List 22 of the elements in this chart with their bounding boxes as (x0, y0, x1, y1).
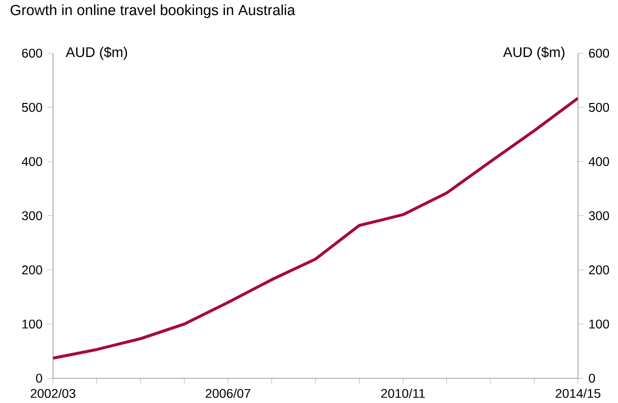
y2-tick-label: 100 (589, 319, 610, 328)
y2-tick-label: 400 (588, 156, 610, 166)
y-tick-label: 400 (22, 156, 42, 166)
x-tick-label: 2002/03 (30, 388, 76, 398)
y-tick-label: 200 (22, 265, 42, 274)
y2-tick-label: 0 (588, 374, 595, 383)
line-series (53, 96, 578, 360)
y-tick-label: 0 (36, 374, 42, 383)
x-tick-label: 2006/07 (206, 388, 250, 398)
y-tick-label: 500 (22, 102, 42, 112)
y-tick-label: 600 (22, 48, 42, 58)
y2-tick-label: 600 (589, 48, 610, 58)
chart-title: Growth in online travel bookings in Australia (10, 4, 296, 18)
y-tick-label: 100 (22, 319, 42, 328)
y-tick-label: 300 (22, 211, 42, 220)
x-tick-label: 2010/11 (381, 388, 425, 398)
y2-tick-label: 500 (588, 102, 610, 112)
x-tick-label: 2014/15 (556, 388, 600, 398)
y2-axis-title: AUD ($m) (503, 46, 564, 60)
y-axis-title: AUD ($m) (66, 46, 128, 60)
y2-tick-label: 200 (589, 265, 610, 274)
y2-tick-label: 300 (588, 211, 610, 220)
